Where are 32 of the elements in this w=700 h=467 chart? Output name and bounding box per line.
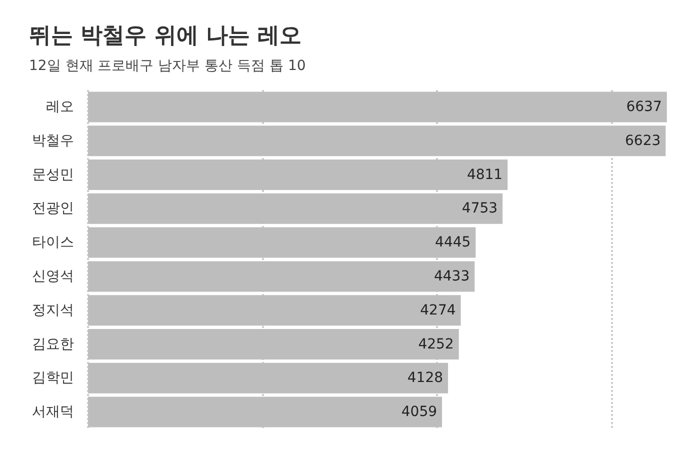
y-tick-label: 박철우: [32, 132, 74, 149]
y-tick-label: 김요한: [32, 336, 74, 352]
y-tick-label: 문성민: [32, 166, 74, 183]
y-tick-label: 레오: [46, 98, 74, 115]
y-tick-label: 김학민: [32, 370, 74, 386]
bar: [88, 261, 475, 292]
data-label: 4274: [420, 302, 456, 318]
bar: [88, 159, 508, 190]
data-label: 6637: [626, 98, 662, 115]
bar: [88, 92, 667, 122]
data-label: 4128: [407, 370, 444, 386]
bar: [88, 295, 461, 326]
bar: [88, 362, 448, 394]
chart-title: 뛰는 박철우 위에 나는 레오: [29, 24, 302, 48]
data-label: 4433: [434, 268, 470, 284]
data-label: 4753: [462, 200, 498, 217]
data-label: 4252: [418, 336, 454, 352]
y-tick-label: 타이스: [32, 234, 74, 251]
data-label: 4811: [466, 166, 503, 183]
bar: [88, 126, 666, 156]
y-tick-label: 신영석: [32, 268, 74, 284]
y-tick-label: 전광인: [32, 200, 74, 217]
data-label: 4059: [401, 404, 438, 420]
y-tick-label: 서재덕: [32, 404, 74, 420]
data-label: 4445: [435, 234, 471, 251]
bar: [88, 328, 459, 360]
bar: [88, 193, 503, 224]
chart-subtitle: 12일 현재 프로배구 남자부 통산 득점 톱 10: [29, 58, 306, 74]
bar: [88, 396, 442, 428]
data-label: 6623: [625, 132, 661, 149]
y-tick-label: 정지석: [32, 302, 74, 318]
bar: [88, 227, 476, 258]
